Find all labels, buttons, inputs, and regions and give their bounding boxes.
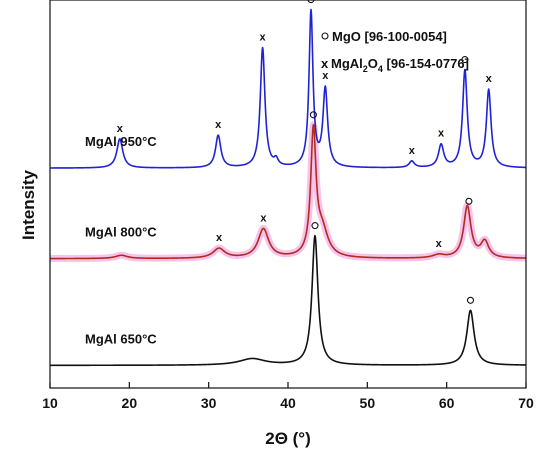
series-line-mgal-800-c <box>49 124 527 260</box>
x-tick-label-10: 10 <box>42 395 58 411</box>
legend-mgo-symbol <box>321 32 329 40</box>
legend-spinel-label: MgAl2O4 [96-154-0776] <box>331 56 469 74</box>
marker-mgo-mgal-800-c-2 <box>309 111 317 119</box>
marker-spinel-mgal-950-c-4: x <box>322 70 329 82</box>
series-layer <box>49 8 527 367</box>
series-line-mgal-650-c <box>49 234 527 367</box>
x-tick-label-50: 50 <box>360 395 376 411</box>
marker-mgo-mgal-650-c-0 <box>311 222 319 230</box>
x-tick-label-40: 40 <box>280 395 296 411</box>
marker-spinel-mgal-950-c-8: x <box>486 73 493 85</box>
x-tick-label-20: 20 <box>122 395 138 411</box>
sample-labels: MgAl 950°C MgAl 800°C MgAl 650°C <box>85 134 157 346</box>
sample-label-mgal-650-c: MgAl 650°C <box>85 331 157 346</box>
marker-mgo-mgal-950-c-3 <box>307 0 315 4</box>
marker-spinel-mgal-800-c-0: x <box>216 232 223 244</box>
x-axis-label: 2Θ (°) <box>265 429 311 448</box>
sample-label-mgal-950-c: MgAl 950°C <box>85 134 157 149</box>
marker-spinel-mgal-950-c-5: x <box>409 145 416 157</box>
x-axis: 10 20 30 40 50 60 70 <box>42 382 534 411</box>
y-axis-label: Intensity <box>19 170 38 240</box>
series-line-mgal-950-c <box>49 8 527 169</box>
marker-spinel-mgal-800-c-1: x <box>260 212 267 224</box>
x-tick-label-30: 30 <box>201 395 217 411</box>
marker-spinel-mgal-950-c-6: x <box>438 128 445 140</box>
marker-spinel-mgal-950-c-0: x <box>117 123 124 135</box>
legend: MgO [96-100-0054] x MgAl2O4 [96-154-0776… <box>321 29 469 74</box>
sample-label-mgal-800-c: MgAl 800°C <box>85 225 157 240</box>
marker-spinel-mgal-800-c-3: x <box>436 238 443 250</box>
x-tick-label-70: 70 <box>518 395 534 411</box>
marker-mgo-mgal-800-c-4 <box>465 197 473 205</box>
x-tick-label-60: 60 <box>439 395 455 411</box>
legend-mgo-label: MgO [96-100-0054] <box>332 29 447 44</box>
marker-spinel-mgal-950-c-2: x <box>260 32 267 44</box>
marker-mgo-mgal-950-c-7 <box>461 56 469 64</box>
legend-spinel-symbol: x <box>321 56 329 71</box>
marker-spinel-mgal-950-c-1: x <box>215 119 222 131</box>
marker-mgo-mgal-650-c-1 <box>466 296 475 304</box>
